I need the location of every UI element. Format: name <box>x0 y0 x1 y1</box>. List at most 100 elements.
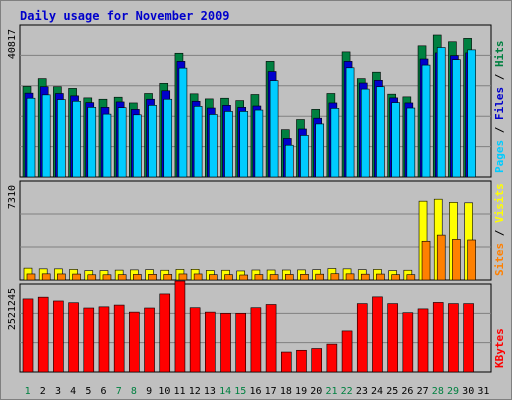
bar-sites-day-18 <box>284 274 294 281</box>
x-tick-day-20: 20 <box>310 386 322 397</box>
legend-entry: Files <box>493 87 506 120</box>
bar-sites-day-12 <box>193 273 203 281</box>
bar-pages-day-1 <box>26 97 36 178</box>
x-tick-day-12: 12 <box>189 386 201 397</box>
bar-kbytes-day-14 <box>220 312 231 373</box>
chart-title: Daily usage for November 2009 <box>20 9 230 23</box>
x-tick-day-16: 16 <box>249 386 261 397</box>
x-tick-day-5: 5 <box>85 386 91 397</box>
bar-sites-day-27 <box>421 240 431 281</box>
bar-pages-day-11 <box>178 67 188 178</box>
bar-kbytes-day-23 <box>356 303 368 373</box>
bar-pages-day-7 <box>117 107 127 178</box>
bar-sites-day-7 <box>117 274 127 281</box>
bar-sites-day-22 <box>345 273 355 281</box>
legend-kbytes: KBytes <box>493 328 506 368</box>
x-tick-day-1: 1 <box>25 386 31 397</box>
x-tick-day-29: 29 <box>447 386 459 397</box>
x-tick-day-10: 10 <box>158 386 170 397</box>
bar-sites-day-17 <box>269 274 279 281</box>
bar-sites-day-10 <box>163 274 173 281</box>
x-tick-day-24: 24 <box>371 386 383 397</box>
bar-pages-day-12 <box>193 106 203 178</box>
x-tick-day-21: 21 <box>325 386 337 397</box>
bar-pages-day-29 <box>452 59 461 178</box>
bar-pages-day-3 <box>57 99 66 178</box>
bar-pages-day-13 <box>209 114 218 178</box>
legend-entry: Hits <box>493 41 506 68</box>
bar-kbytes-day-29 <box>448 303 459 373</box>
legend-entry: Pages <box>493 140 506 173</box>
bar-sites-day-9 <box>148 274 157 281</box>
x-tick-day-2: 2 <box>40 386 46 397</box>
bar-sites-day-26 <box>406 274 416 281</box>
bar-pages-day-10 <box>163 98 173 178</box>
bar-kbytes-day-22 <box>341 330 353 373</box>
bar-sites-day-2 <box>41 273 51 281</box>
bar-kbytes-day-15 <box>235 312 247 373</box>
bar-pages-day-2 <box>41 94 51 178</box>
bar-pages-day-15 <box>239 111 249 178</box>
bar-pages-day-26 <box>406 107 416 178</box>
bar-kbytes-day-18 <box>280 351 292 373</box>
bar-sites-day-4 <box>72 273 81 281</box>
bar-kbytes-day-7 <box>113 304 125 373</box>
x-tick-day-4: 4 <box>70 386 76 397</box>
bar-sites-day-30 <box>467 239 476 281</box>
x-tick-day-26: 26 <box>401 386 413 397</box>
bar-sites-day-29 <box>452 239 461 281</box>
bar-sites-day-1 <box>26 273 36 281</box>
bar-kbytes-day-25 <box>387 303 398 373</box>
bar-pages-day-27 <box>421 64 431 178</box>
bar-kbytes-day-24 <box>372 296 383 373</box>
bar-pages-day-18 <box>284 144 294 178</box>
bar-sites-day-15 <box>239 274 249 281</box>
bar-pages-day-14 <box>224 111 233 178</box>
legend-entry: / <box>493 67 506 87</box>
bar-sites-day-16 <box>254 274 264 281</box>
bar-kbytes-day-9 <box>144 307 155 373</box>
bar-sites-day-20 <box>315 273 324 281</box>
x-tick-day-8: 8 <box>131 386 137 397</box>
bar-sites-day-6 <box>102 274 112 281</box>
bar-kbytes-day-2 <box>37 296 49 373</box>
bar-pages-day-25 <box>391 102 400 178</box>
bar-kbytes-day-21 <box>326 343 338 373</box>
legend-entry: KBytes <box>493 328 506 368</box>
bar-pages-day-4 <box>72 100 81 178</box>
bar-kbytes-day-4 <box>68 302 79 373</box>
x-tick-day-28: 28 <box>432 386 444 397</box>
bar-sites-day-3 <box>57 273 66 281</box>
bar-kbytes-day-10 <box>159 293 171 373</box>
bar-kbytes-day-1 <box>22 298 34 373</box>
bar-kbytes-day-17 <box>265 304 277 373</box>
x-tick-day-13: 13 <box>204 386 216 397</box>
bar-kbytes-day-11 <box>174 280 186 373</box>
legend-entry: / <box>493 120 506 140</box>
bar-sites-day-14 <box>224 274 233 281</box>
y-max-label-visits-sites: 7310 <box>7 185 18 209</box>
x-tick-day-17: 17 <box>265 386 277 397</box>
bar-kbytes-day-6 <box>98 306 110 373</box>
bar-sites-day-21 <box>330 273 340 281</box>
bar-kbytes-day-26 <box>402 312 414 373</box>
legend-hits-files-pages: Pages / Files / Hits <box>493 41 506 174</box>
legend-entry: Visits <box>493 183 506 223</box>
bar-pages-day-5 <box>87 107 97 178</box>
y-max-label-kbytes: 2521245 <box>7 288 18 330</box>
legend-visits-sites: Sites / Visits <box>493 183 506 276</box>
bar-kbytes-day-8 <box>129 311 140 373</box>
bar-sites-day-8 <box>133 274 142 281</box>
bar-sites-day-25 <box>391 274 400 281</box>
x-tick-day-7: 7 <box>116 386 122 397</box>
bar-pages-day-24 <box>376 86 385 178</box>
y-max-label-hits-files-pages: 40817 <box>7 29 18 59</box>
x-tick-day-9: 9 <box>146 386 152 397</box>
x-tick-day-31: 31 <box>477 386 489 397</box>
bar-kbytes-day-27 <box>417 308 429 373</box>
bar-kbytes-day-16 <box>250 307 262 373</box>
bar-pages-day-23 <box>360 88 370 178</box>
bar-sites-day-19 <box>300 274 309 281</box>
